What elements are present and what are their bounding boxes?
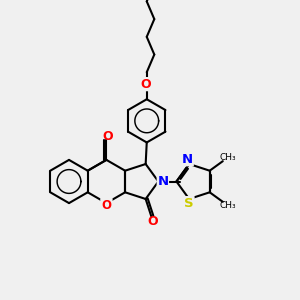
Text: O: O: [103, 130, 113, 143]
Text: CH₃: CH₃: [219, 153, 236, 162]
Text: O: O: [101, 199, 111, 212]
Text: O: O: [140, 78, 151, 91]
Text: CH₃: CH₃: [219, 201, 236, 210]
Text: N: N: [157, 175, 168, 188]
Text: O: O: [148, 215, 158, 228]
Text: N: N: [182, 153, 193, 166]
Text: S: S: [184, 197, 194, 210]
